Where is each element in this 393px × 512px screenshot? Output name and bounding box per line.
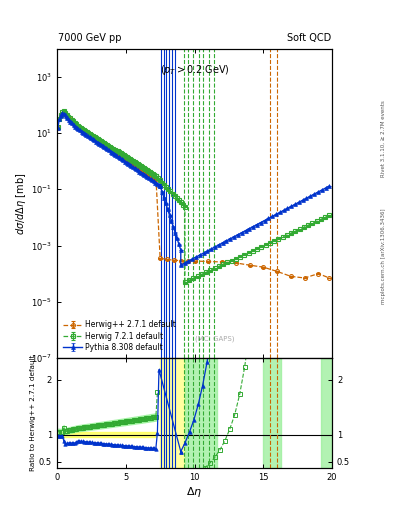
Y-axis label: Ratio to Herwig++ 2.7.1 default: Ratio to Herwig++ 2.7.1 default <box>30 355 36 472</box>
Bar <box>321 358 332 468</box>
Text: (MC: GAPS): (MC: GAPS) <box>195 335 235 342</box>
Bar <box>160 358 185 468</box>
Bar <box>185 358 217 468</box>
Legend: Herwig++ 2.7.1 default, Herwig 7.2.1 default, Pythia 8.308 default: Herwig++ 2.7.1 default, Herwig 7.2.1 def… <box>61 318 178 354</box>
Text: 7000 GeV pp: 7000 GeV pp <box>58 33 122 43</box>
Text: mcplots.cern.ch [arXiv:1306.3436]: mcplots.cern.ch [arXiv:1306.3436] <box>381 208 386 304</box>
Bar <box>263 358 281 468</box>
Text: $(p_T > 0.2\ \mathrm{GeV})$: $(p_T > 0.2\ \mathrm{GeV})$ <box>160 62 230 77</box>
Text: Rivet 3.1.10, ≥ 2.7M events: Rivet 3.1.10, ≥ 2.7M events <box>381 100 386 177</box>
Text: Soft QCD: Soft QCD <box>287 33 332 43</box>
Y-axis label: $d\sigma/d\Delta\eta\ \mathrm{[mb]}$: $d\sigma/d\Delta\eta\ \mathrm{[mb]}$ <box>15 172 28 234</box>
X-axis label: $\Delta\eta$: $\Delta\eta$ <box>186 485 203 499</box>
